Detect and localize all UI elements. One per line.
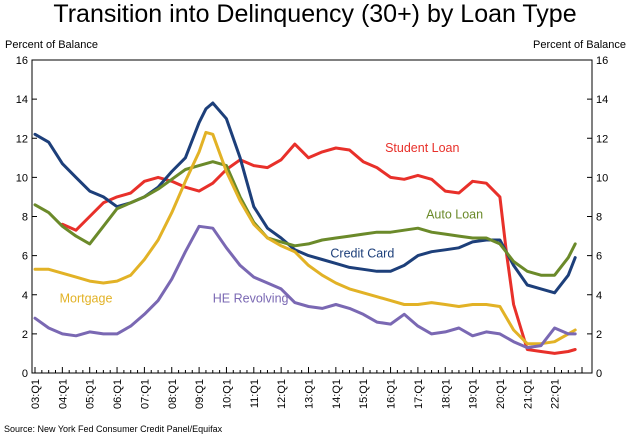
y-tick-label-left: 14 bbox=[16, 94, 28, 106]
y-tick-label-right: 10 bbox=[596, 172, 608, 184]
x-tick-label: 21:Q1 bbox=[522, 379, 534, 409]
y-tick-label-left: 12 bbox=[16, 133, 28, 145]
source-note: Source: New York Fed Consumer Credit Pan… bbox=[4, 424, 223, 434]
series-label-credit-card: Credit Card bbox=[330, 247, 394, 261]
series-line-mortgage bbox=[33, 130, 577, 346]
y-tick-label-left: 2 bbox=[22, 329, 28, 341]
y-tick-label-right: 8 bbox=[596, 212, 602, 224]
y-axis-label-right: Percent of Balance bbox=[533, 39, 626, 51]
x-tick-label: 07:Q1 bbox=[139, 379, 151, 409]
x-tick-label: 16:Q1 bbox=[386, 379, 398, 409]
y-axis-right: 0 2 4 6 8 10 12 14 16 bbox=[587, 55, 608, 380]
x-tick-label: 11:Q1 bbox=[249, 379, 261, 408]
y-tick-label-left: 8 bbox=[22, 212, 28, 224]
x-tick-label: 17:Q1 bbox=[413, 379, 425, 409]
x-tick-label: 14:Q1 bbox=[331, 379, 343, 409]
plot-frame bbox=[31, 59, 593, 374]
x-tick-label: 04:Q1 bbox=[57, 379, 69, 409]
y-tick-label-right: 14 bbox=[596, 94, 608, 106]
x-tick-label: 12:Q1 bbox=[276, 379, 288, 409]
x-tick-label: 22:Q1 bbox=[550, 379, 562, 409]
series-label-he-revolving: HE Revolving bbox=[213, 292, 289, 306]
y-tick-label-left: 4 bbox=[22, 290, 28, 302]
y-tick-label-right: 12 bbox=[596, 133, 608, 145]
x-tick-label: 13:Q1 bbox=[304, 379, 316, 409]
series-label-mortgage: Mortgage bbox=[60, 292, 113, 306]
y-tick-label-right: 0 bbox=[596, 368, 602, 380]
x-tick-label: 05:Q1 bbox=[85, 379, 97, 409]
chart-title: Transition into Delinquency (30+) by Loa… bbox=[53, 0, 576, 28]
x-tick-label: 08:Q1 bbox=[167, 379, 179, 409]
series-line-he-revolving bbox=[33, 224, 577, 350]
x-tick-label: 18:Q1 bbox=[440, 379, 452, 409]
x-tick-label: 10:Q1 bbox=[221, 379, 233, 409]
series-labels: Student Loan Auto Loan Credit Card Mortgage… bbox=[60, 141, 484, 306]
y-axis-left: 0 2 4 6 8 10 12 14 16 bbox=[16, 55, 37, 380]
series-line-auto-loan bbox=[33, 160, 577, 277]
x-tick-label: 03:Q1 bbox=[30, 379, 42, 409]
x-tick-label: 20:Q1 bbox=[495, 379, 507, 409]
y-axis-label-left: Percent of Balance bbox=[5, 39, 98, 51]
y-tick-label-left: 10 bbox=[16, 172, 28, 184]
y-tick-label-right: 2 bbox=[596, 329, 602, 341]
x-tick-label: 09:Q1 bbox=[194, 379, 206, 409]
series-lines bbox=[33, 101, 577, 355]
y-tick-label-left: 6 bbox=[22, 251, 28, 263]
y-tick-label-right: 6 bbox=[596, 251, 602, 263]
series-line-student-loan bbox=[60, 142, 577, 355]
y-tick-label-right: 4 bbox=[596, 290, 602, 302]
series-label-student-loan: Student Loan bbox=[385, 141, 459, 155]
y-tick-label-right: 16 bbox=[596, 55, 608, 67]
series-label-auto-loan: Auto Loan bbox=[426, 207, 483, 221]
x-tick-label: 19:Q1 bbox=[468, 379, 480, 409]
x-tick-label: 15:Q1 bbox=[358, 379, 370, 409]
y-tick-label-left: 0 bbox=[22, 368, 28, 380]
x-axis: 03:Q1 04:Q1 05:Q1 06:Q1 07:Q1 08:Q1 09:Q1 10:Q1… bbox=[30, 367, 583, 409]
y-tick-label-left: 16 bbox=[16, 55, 28, 67]
x-tick-label: 06:Q1 bbox=[112, 379, 124, 409]
